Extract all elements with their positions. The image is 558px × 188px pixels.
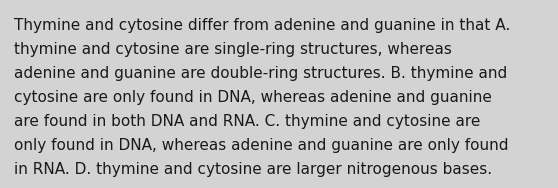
Text: cytosine are only found in DNA, whereas adenine and guanine: cytosine are only found in DNA, whereas … — [14, 90, 492, 105]
Text: Thymine and cytosine differ from adenine and guanine in that A.: Thymine and cytosine differ from adenine… — [14, 18, 510, 33]
Text: are found in both DNA and RNA. C. thymine and cytosine are: are found in both DNA and RNA. C. thymin… — [14, 114, 480, 129]
Text: only found in DNA, whereas adenine and guanine are only found: only found in DNA, whereas adenine and g… — [14, 138, 508, 153]
Text: adenine and guanine are double-ring structures. B. thymine and: adenine and guanine are double-ring stru… — [14, 66, 507, 81]
Text: in RNA. D. thymine and cytosine are larger nitrogenous bases.: in RNA. D. thymine and cytosine are larg… — [14, 162, 492, 177]
Text: thymine and cytosine are single-ring structures, whereas: thymine and cytosine are single-ring str… — [14, 42, 452, 57]
